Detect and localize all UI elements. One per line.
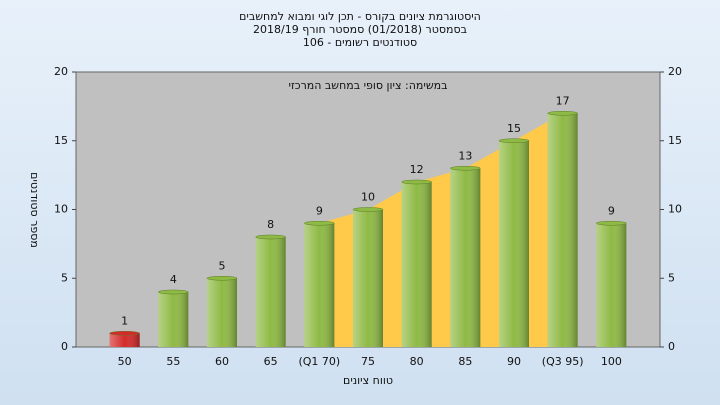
bar-cap <box>498 138 530 143</box>
data-label: 9 <box>608 204 615 217</box>
data-label: 4 <box>170 273 177 286</box>
chart-title: היסטוגרמת ציונים בקורס - תכן לוגי ומבוא … <box>239 10 481 23</box>
bar-cap <box>596 221 627 226</box>
y2-tick-label: 15 <box>668 134 682 147</box>
x-tick-label: 100 <box>601 355 622 368</box>
bar-cap <box>206 276 238 281</box>
bar-shade <box>158 292 189 347</box>
data-label: 1 <box>121 314 128 327</box>
x-tick-label: 75 <box>361 355 375 368</box>
bar-shade <box>401 182 432 347</box>
bar-shade <box>499 140 529 347</box>
data-label: 15 <box>507 122 521 135</box>
bar-shade <box>109 333 140 347</box>
x-tick-label: 65 <box>264 355 278 368</box>
data-label: 8 <box>267 218 274 231</box>
y2-tick-label: 10 <box>668 203 682 216</box>
bar-shade <box>547 113 578 347</box>
data-label: 17 <box>556 94 570 107</box>
y-tick-label: 20 <box>54 65 68 78</box>
chart-subtitle: סטודנטים רשומים - 106 <box>303 36 417 49</box>
bar-cap <box>401 179 432 185</box>
bar-shade <box>304 223 335 347</box>
bar-cap <box>158 289 189 295</box>
y2-tick-label: 5 <box>668 271 675 284</box>
x-axis-label: טווח ציונים <box>343 374 393 387</box>
x-tick-label: (Q1 70) <box>298 355 340 368</box>
x-tick-label: 80 <box>410 355 424 368</box>
y-axis-label: מספר סטודנטים <box>28 172 41 248</box>
data-label: 12 <box>410 163 424 176</box>
bar-cap <box>255 234 286 240</box>
bar-cap <box>304 221 335 226</box>
y2-tick-label: 0 <box>668 340 675 353</box>
data-label: 5 <box>219 259 226 272</box>
data-label: 13 <box>458 149 472 162</box>
chart-subtitle: בסמסטר (01/2018) סמסטר חורף 2018/19 <box>253 23 467 36</box>
bar-shade <box>207 278 237 347</box>
bar-cap <box>352 207 384 212</box>
x-tick-label: 50 <box>118 355 132 368</box>
bar-shade <box>450 168 481 347</box>
data-label: 10 <box>361 191 375 204</box>
x-tick-label: 85 <box>458 355 472 368</box>
y-tick-label: 0 <box>61 340 68 353</box>
bar-shade <box>255 237 286 347</box>
x-tick-label: 90 <box>507 355 521 368</box>
x-tick-label: 60 <box>215 355 229 368</box>
bar-shade <box>596 223 627 347</box>
y-tick-label: 15 <box>54 134 68 147</box>
bar-shade <box>353 209 383 347</box>
data-label: 9 <box>316 204 323 217</box>
y2-tick-label: 20 <box>668 65 682 78</box>
annotation: במשימה: ציון סופי במחשב המרכזי <box>288 79 447 92</box>
bar-cap <box>450 166 481 171</box>
bar-cap <box>109 331 140 336</box>
x-tick-label: (Q3 95) <box>542 355 584 368</box>
x-tick-label: 55 <box>166 355 180 368</box>
y-tick-label: 10 <box>54 203 68 216</box>
y-tick-label: 5 <box>61 271 68 284</box>
bar-cap <box>547 111 578 116</box>
